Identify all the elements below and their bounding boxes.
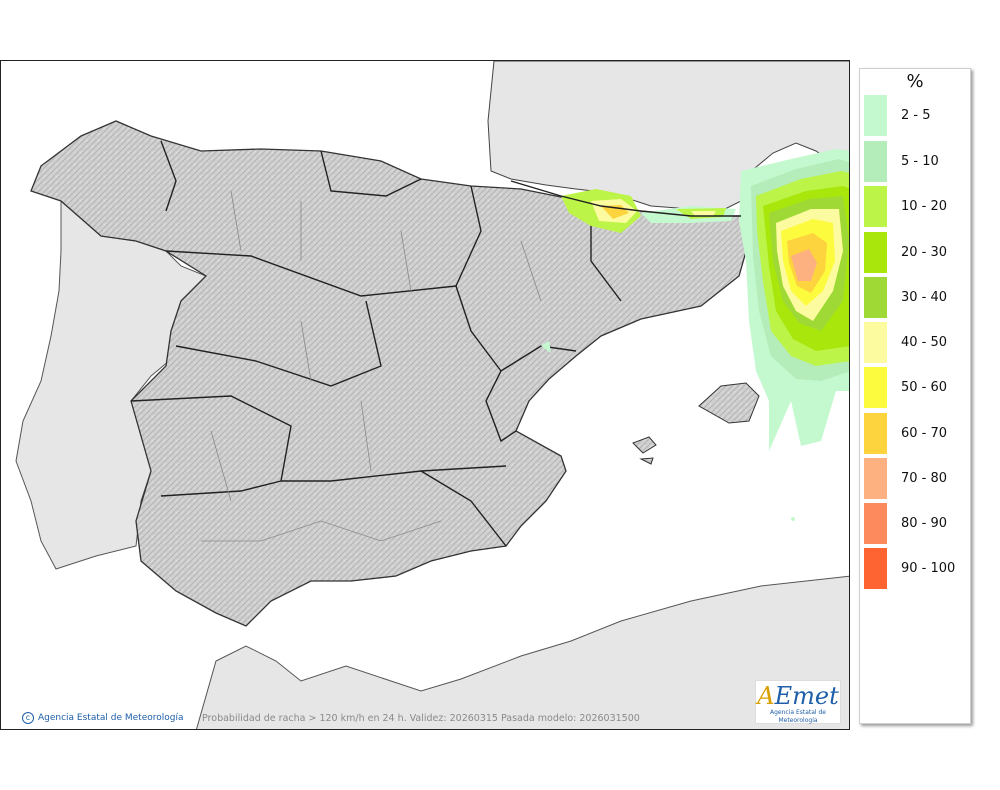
legend-label: 30 - 40 bbox=[901, 290, 947, 305]
legend-item: 50 - 60 bbox=[864, 367, 968, 408]
legend-swatch bbox=[864, 413, 887, 454]
legend-item: 10 - 20 bbox=[864, 186, 968, 227]
legend-swatch bbox=[864, 458, 887, 499]
legend-item: 70 - 80 bbox=[864, 458, 968, 499]
legend-swatch bbox=[864, 186, 887, 227]
legend-label: 60 - 70 bbox=[901, 426, 947, 441]
copyright-icon: c bbox=[22, 712, 34, 724]
legend-item: 60 - 70 bbox=[864, 413, 968, 454]
legend-swatch bbox=[864, 548, 887, 589]
legend-item: 80 - 90 bbox=[864, 503, 968, 544]
legend-swatch bbox=[864, 141, 887, 182]
map-caption: Probabilidad de racha > 120 km/h en 24 h… bbox=[202, 713, 640, 724]
ibiza bbox=[633, 437, 656, 453]
legend-label: 40 - 50 bbox=[901, 335, 947, 350]
formentera bbox=[641, 458, 653, 464]
legend-label: 50 - 60 bbox=[901, 380, 947, 395]
legend-title: % bbox=[860, 71, 970, 92]
legend-item: 2 - 5 bbox=[864, 95, 968, 136]
legend-swatch bbox=[864, 232, 887, 273]
credit-text: Agencia Estatal de Meteorología bbox=[38, 713, 184, 723]
legend-label: 70 - 80 bbox=[901, 471, 947, 486]
legend-swatch bbox=[864, 277, 887, 318]
legend-swatch bbox=[864, 322, 887, 363]
legend-item: 40 - 50 bbox=[864, 322, 968, 363]
logo-mark: AEmet bbox=[756, 683, 840, 709]
legend-label: 80 - 90 bbox=[901, 516, 947, 531]
legend-label: 90 - 100 bbox=[901, 561, 955, 576]
legend-swatch bbox=[864, 503, 887, 544]
legend-swatch bbox=[864, 95, 887, 136]
legend-item: 90 - 100 bbox=[864, 548, 968, 589]
legend-item: 5 - 10 bbox=[864, 141, 968, 182]
mallorca bbox=[699, 383, 759, 423]
africa-landmass bbox=[196, 576, 850, 730]
legend-label: 20 - 30 bbox=[901, 245, 947, 260]
probability-legend: % 2 - 5 5 - 10 10 - 20 20 - 30 30 - 40 4… bbox=[859, 68, 971, 724]
legend-label: 2 - 5 bbox=[901, 108, 931, 123]
legend-swatch bbox=[864, 367, 887, 408]
iberia-map bbox=[1, 61, 850, 730]
aemet-logo: AEmet Agencia Estatal de Meteorología bbox=[755, 680, 841, 724]
legend-item: 20 - 30 bbox=[864, 232, 968, 273]
legend-label: 10 - 20 bbox=[901, 199, 947, 214]
agency-credit: c Agencia Estatal de Meteorología bbox=[22, 712, 184, 724]
logo-subtitle: Agencia Estatal de Meteorología bbox=[756, 709, 840, 725]
map-frame bbox=[0, 60, 850, 730]
legend-label: 5 - 10 bbox=[901, 154, 939, 169]
legend-item: 30 - 40 bbox=[864, 277, 968, 318]
